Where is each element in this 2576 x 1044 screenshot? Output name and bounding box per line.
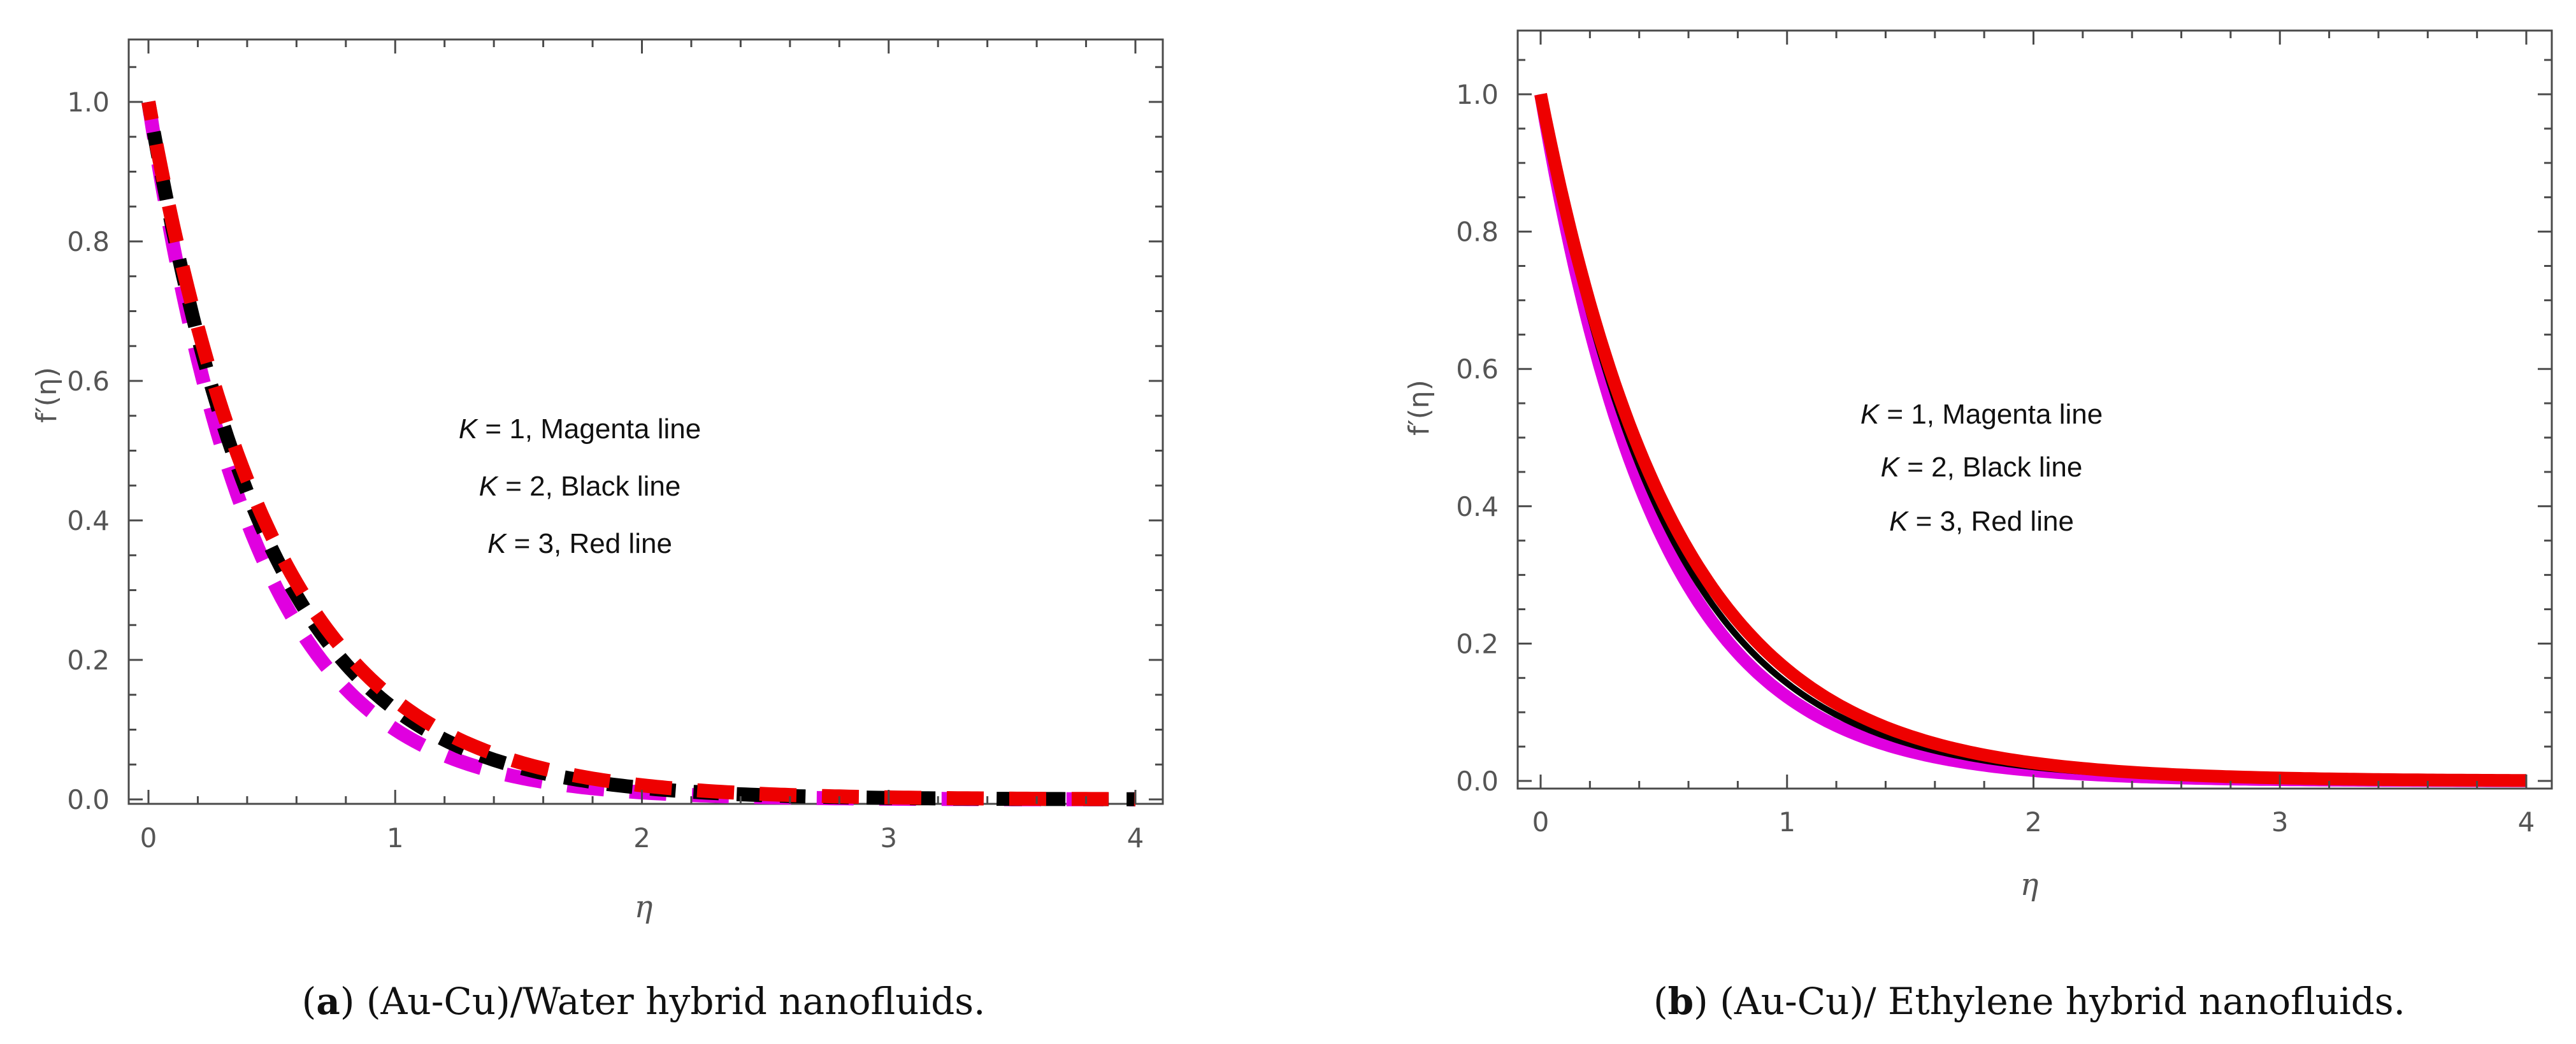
- panel-b-x-tick-label: 2: [2025, 806, 2042, 838]
- panel-b-y-axis-title: f′(η): [1403, 380, 1436, 436]
- panel-b-curves: [1534, 93, 2528, 787]
- panel-a-caption: (a) (Au-Cu)/Water hybrid nanofluids.: [302, 980, 986, 1023]
- panel-a-ticks: 0 1 2 3 4 0.0 0.2 0.4 0.6 0.8 1.0: [67, 39, 1163, 854]
- panel-a-annotation-text-2: = 2, Black line: [498, 471, 680, 502]
- panel-b-x-tick-label: 1: [1778, 806, 1795, 838]
- panel-b-annotation-text-2: = 2, Black line: [1899, 452, 2082, 483]
- panel-a-y-tick-label: 0.6: [67, 366, 110, 397]
- panel-a-annotation-var-3: K: [487, 528, 507, 559]
- panel-a-chart: 0 1 2 3 4 0.0 0.2 0.4 0.6 0.8 1.0 f′(η) η K = 1, M…: [31, 38, 1164, 1023]
- panel-a-x-tick-label: 3: [880, 822, 897, 854]
- panel-a-y-tick-label: 0.2: [67, 645, 110, 676]
- panel-b-series-3-line: [1534, 93, 2528, 787]
- panel-a-annotation-var-2: K: [479, 471, 499, 502]
- panel-b-annotation-line-3: K = 3, Red line: [1889, 506, 2074, 537]
- panel-a-annotation-var-1: K: [459, 413, 479, 445]
- panel-a-frame-box: [127, 38, 1164, 805]
- panel-a-annotation-text-3: = 3, Red line: [506, 528, 672, 559]
- panel-a-annotation-line-3: K = 3, Red line: [487, 528, 672, 559]
- panel-b-y-tick-label: 0.0: [1456, 766, 1499, 797]
- panel-a-x-tick-label: 1: [387, 822, 404, 854]
- panel-a-annotation-text-1: = 1, Magenta line: [477, 413, 701, 445]
- panel-b-chart: 0 1 2 3 4 0.0 0.2 0.4 0.6 0.8 1.0 f′(η) η K = 1, M…: [1403, 29, 2553, 1023]
- panel-a-annotation-line-1: K = 1, Magenta line: [459, 413, 701, 445]
- panel-b-series-1-line: [1534, 93, 2528, 787]
- panel-a-annotation-line-2: K = 2, Black line: [479, 471, 681, 502]
- panel-a-x-axis-title: η: [635, 889, 653, 925]
- panel-b-caption-text: (Au-Cu)/ Ethylene hybrid nanofluids.: [1720, 980, 2405, 1023]
- panel-b-annotation-var-1: K: [1860, 399, 1880, 430]
- panel-a-y-tick-label: 0.8: [67, 226, 110, 257]
- panel-b-y-tick-label: 1.0: [1456, 79, 1499, 110]
- panel-b-ticks: 0 1 2 3 4 0.0 0.2 0.4 0.6 0.8 1.0: [1456, 31, 2552, 838]
- panel-b-y-tick-label: 0.2: [1456, 628, 1499, 659]
- panel-a-annotation: K = 1, Magenta line K = 2, Black line K …: [459, 413, 701, 559]
- panel-b-series-2-line: [1537, 94, 2527, 784]
- panel-a-y-tick-label: 1.0: [67, 87, 110, 118]
- panel-b-y-tick-label: 0.4: [1456, 491, 1499, 522]
- panel-a-caption-text: (Au-Cu)/Water hybrid nanofluids.: [366, 980, 986, 1023]
- panel-a-y-tick-label: 0.4: [67, 505, 110, 536]
- panel-b-annotation-var-2: K: [1881, 452, 1901, 483]
- panel-b-caption-label: b: [1668, 980, 1694, 1023]
- panel-a-caption-label: a: [316, 980, 340, 1023]
- panel-a-series-1-line: [141, 101, 1138, 806]
- panel-a-x-tick-label: 0: [140, 822, 157, 854]
- panel-b-annotation-text-3: = 3, Red line: [1908, 506, 2074, 537]
- panel-a-series-3-line: [141, 101, 1138, 806]
- panel-a-plot-frame: [127, 38, 1164, 805]
- panel-b-y-tick-label: 0.8: [1456, 217, 1499, 248]
- panel-b-annotation-text-1: = 1, Magenta line: [1879, 399, 2103, 430]
- panel-b-annotation-var-3: K: [1889, 506, 1909, 537]
- panel-b-plot-frame: [1516, 29, 2553, 790]
- panel-a-curves: [141, 101, 1138, 806]
- panel-a-series-2-line: [141, 101, 1138, 806]
- panel-b-annotation-line-2: K = 2, Black line: [1881, 452, 2083, 483]
- panel-b-frame-box: [1516, 29, 2553, 790]
- panel-b-x-tick-label: 3: [2271, 806, 2289, 838]
- panel-b-x-axis-title: η: [2020, 867, 2039, 903]
- panel-a-x-tick-label: 2: [633, 822, 651, 854]
- panel-b-annotation: K = 1, Magenta line K = 2, Black line K …: [1860, 399, 2103, 537]
- panel-b-annotation-line-1: K = 1, Magenta line: [1860, 399, 2103, 430]
- panel-b-x-tick-label: 4: [2518, 806, 2535, 838]
- panel-a-y-axis-title: f′(η): [31, 367, 63, 423]
- panel-b-x-tick-label: 0: [1532, 806, 1550, 838]
- panel-a-x-tick-label: 4: [1127, 822, 1144, 854]
- panel-b-caption: (b) (Au-Cu)/ Ethylene hybrid nanofluids.: [1653, 980, 2405, 1023]
- panel-b-y-tick-label: 0.6: [1456, 354, 1499, 385]
- panel-a-y-tick-label: 0.0: [67, 784, 110, 815]
